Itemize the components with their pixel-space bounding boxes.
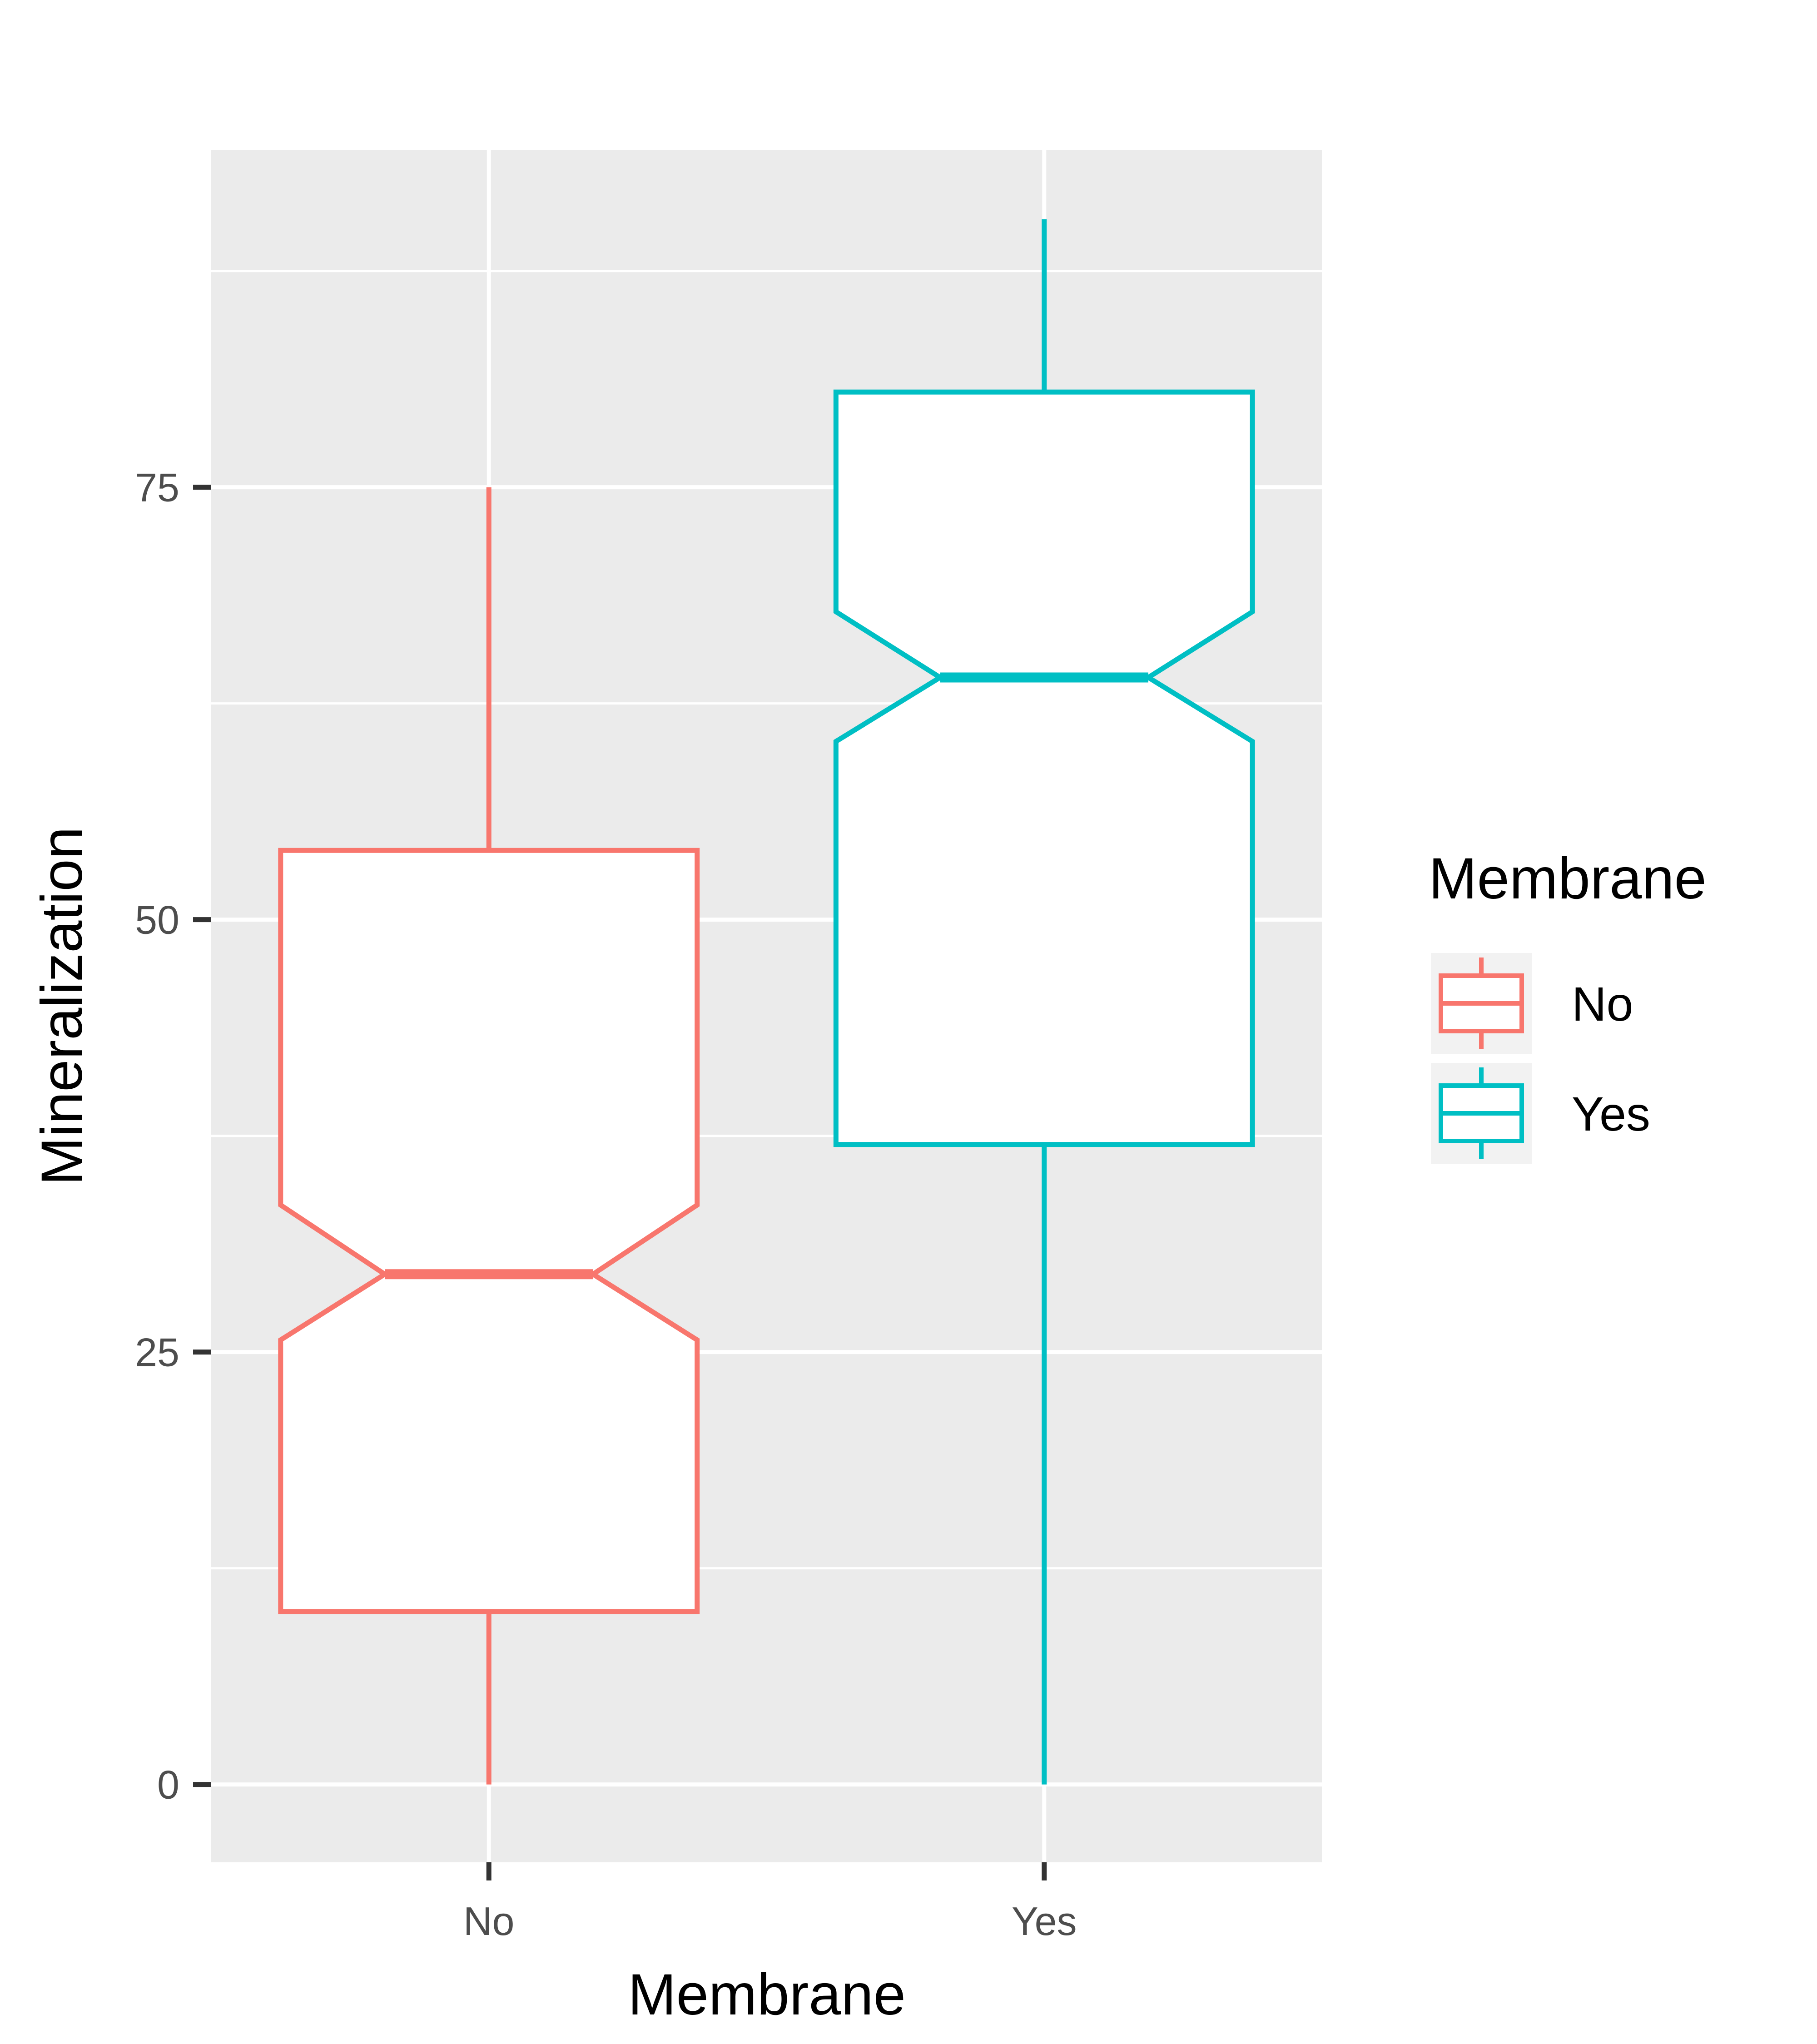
- x-axis-title: Membrane: [628, 1962, 906, 2027]
- y-tick-label: 25: [135, 1330, 179, 1375]
- axes: 0 25 50 75 No Yes: [135, 465, 1077, 1944]
- boxes: [278, 219, 1255, 1785]
- box-no: [278, 487, 700, 1785]
- box-body: [278, 848, 700, 1614]
- legend-key-yes: [1431, 1063, 1532, 1164]
- box-body: [833, 389, 1255, 1147]
- y-tick-label: 75: [135, 465, 179, 510]
- legend: Membrane No Yes: [1429, 846, 1707, 1164]
- box-yes: [833, 219, 1255, 1785]
- legend-key-no: [1431, 953, 1532, 1054]
- legend-label: Yes: [1572, 1087, 1650, 1141]
- y-axis-title: Mineralization: [30, 827, 94, 1186]
- x-tick-label: No: [463, 1899, 515, 1944]
- x-tick-label: Yes: [1012, 1899, 1077, 1944]
- y-tick-label: 0: [157, 1762, 179, 1807]
- legend-title: Membrane: [1429, 846, 1707, 911]
- y-tick-label: 50: [135, 898, 179, 943]
- legend-label: No: [1572, 977, 1633, 1031]
